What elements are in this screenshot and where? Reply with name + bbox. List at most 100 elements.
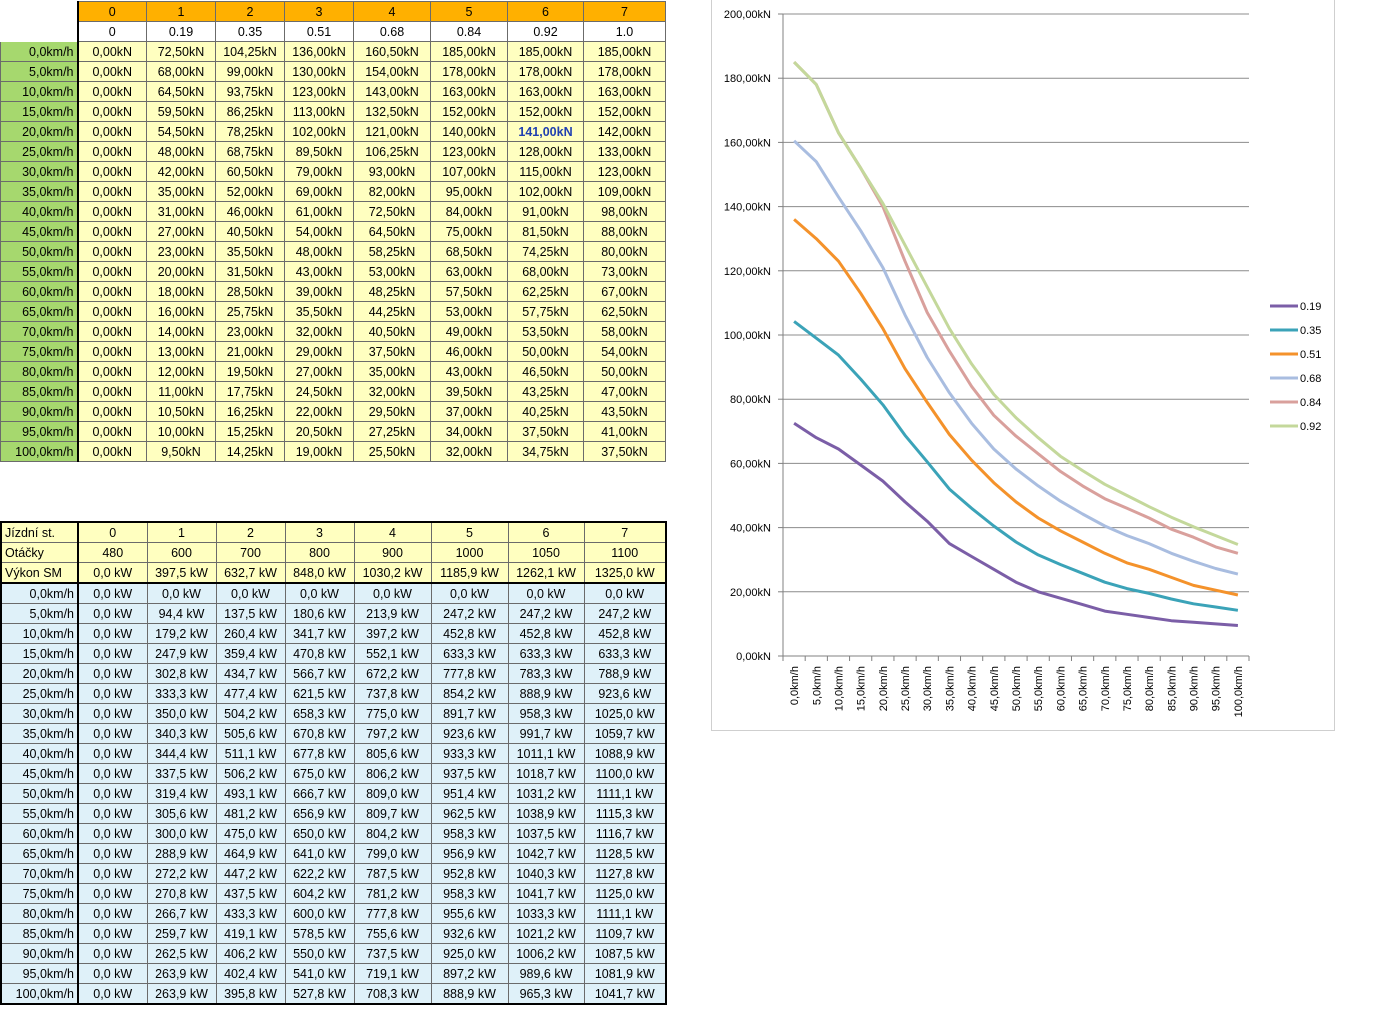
table-cell: 34,00kN (430, 421, 508, 442)
y-tick-label: 60,00kN (730, 458, 771, 470)
table-cell: 777,8 kW (430, 663, 509, 684)
table-cell: 341,7 kW (284, 623, 355, 644)
table-cell: 1038,9 kW (507, 803, 585, 824)
row-label: 65,0km/h (0, 301, 79, 322)
table-row: 35,0km/h 0,0 kW 340,3 kW 505,6 kW 670,8 kW 79… (0, 723, 667, 744)
header-cell: 2 (215, 521, 286, 543)
table-cell: 16,00kN (146, 301, 216, 322)
header-cell: 1050 (507, 542, 585, 563)
table-cell: 854,2 kW (430, 683, 509, 704)
table-row: 100,0km/h 0,0 kW 263,9 kW 395,8 kW 527,8 kW 7… (0, 983, 667, 1005)
row-label: 15,0km/h (0, 643, 79, 664)
table-cell: 14,25kN (215, 441, 285, 462)
table-cell: 504,2 kW (215, 703, 286, 724)
table-cell: 123,00kN (430, 141, 508, 162)
table-cell: 213,9 kW (353, 603, 432, 624)
table-cell: 54,00kN (284, 221, 354, 242)
table-cell: 433,3 kW (215, 903, 286, 924)
table-cell: 59,50kN (146, 101, 216, 122)
table-cell: 666,7 kW (284, 783, 355, 804)
y-tick-label: 80,00kN (730, 394, 771, 406)
table-cell: 53,50kN (507, 321, 584, 342)
table-cell: 86,25kN (215, 101, 285, 122)
table-cell: 143,00kN (353, 81, 431, 102)
table-cell: 259,7 kW (146, 923, 217, 944)
table-cell: 0,0 kW (77, 923, 148, 944)
header-cell: 1100 (583, 542, 667, 563)
table-row: 15,0km/h 0,00kN 59,50kN 86,25kN 113,00kN 132,… (0, 101, 666, 122)
table-cell: 107,00kN (430, 161, 508, 182)
table-cell: 0,0 kW (77, 623, 148, 644)
table-cell: 0,0 kW (77, 903, 148, 924)
table-cell: 93,00kN (353, 161, 431, 182)
table-cell: 43,00kN (430, 361, 508, 382)
table-row: 0,0km/h 0,0 kW 0,0 kW 0,0 kW 0,0 kW 0,0 kW 0,0… (0, 582, 667, 604)
table-cell: 1100,0 kW (583, 763, 667, 784)
corner-cell (0, 21, 79, 42)
row-label: 100,0km/h (0, 983, 79, 1005)
table-cell: 72,50kN (353, 201, 431, 222)
table-cell: 1041,7 kW (583, 983, 667, 1005)
y-tick-label: 40,00kN (730, 523, 771, 535)
table-cell: 130,00kN (284, 61, 354, 82)
table-cell: 1111,1 kW (583, 903, 667, 924)
table-cell: 951,4 kW (430, 783, 509, 804)
column-header: 1 (146, 1, 216, 22)
table-cell: 35,00kN (146, 181, 216, 202)
table-cell: 965,3 kW (507, 983, 585, 1005)
row-label: 60,0km/h (0, 281, 79, 302)
table-cell: 0,00kN (77, 261, 147, 282)
table-row: 45,0km/h 0,0 kW 337,5 kW 506,2 kW 675,0 kW 80… (0, 763, 667, 784)
table-row: 80,0km/h 0,00kN 12,00kN 19,50kN 27,00kN 35,00… (0, 361, 666, 382)
y-tick-label: 140,00kN (724, 202, 771, 214)
table-cell: 178,00kN (507, 61, 584, 82)
table-cell: 152,00kN (430, 101, 508, 122)
table-cell: 447,2 kW (215, 863, 286, 884)
table-cell: 15,25kN (215, 421, 285, 442)
table-cell: 783,3 kW (507, 663, 585, 684)
table-cell: 897,2 kW (430, 963, 509, 984)
table-cell: 670,8 kW (284, 723, 355, 744)
table-cell: 27,00kN (284, 361, 354, 382)
table-cell: 68,00kN (507, 261, 584, 282)
legend-label: 0.92 (1300, 421, 1321, 433)
table-cell: 35,00kN (353, 361, 431, 382)
table-cell: 708,3 kW (353, 983, 432, 1005)
table-cell: 395,8 kW (215, 983, 286, 1005)
series-line-0.68 (793, 139, 1239, 576)
row-label: 0,0km/h (0, 41, 79, 62)
y-tick-label: 180,00kN (724, 73, 771, 85)
table-cell: 305,6 kW (146, 803, 217, 824)
table-row: 10,0km/h 0,0 kW 179,2 kW 260,4 kW 341,7 kW 39… (0, 623, 667, 644)
table-cell: 163,00kN (583, 81, 666, 102)
column-header: 2 (215, 1, 285, 22)
table-cell: 152,00kN (583, 101, 666, 122)
table-cell: 1128,5 kW (583, 843, 667, 864)
table-cell: 29,00kN (284, 341, 354, 362)
table-cell: 247,2 kW (507, 603, 585, 624)
table-cell: 95,00kN (430, 181, 508, 202)
x-tick-label: 40,0km/h (967, 666, 979, 711)
table-cell: 888,9 kW (430, 983, 509, 1005)
table-cell: 133,00kN (583, 141, 666, 162)
table-cell: 891,7 kW (430, 703, 509, 724)
table-cell: 141,00kN (507, 121, 584, 142)
table-cell: 1031,2 kW (507, 783, 585, 804)
x-tick-label: 20,0km/h (878, 666, 890, 711)
table-row: 65,0km/h 0,00kN 16,00kN 25,75kN 35,50kN 44,25… (0, 301, 666, 322)
table-row: 30,0km/h 0,0 kW 350,0 kW 504,2 kW 658,3 kW 77… (0, 703, 667, 724)
table-cell: 37,50kN (353, 341, 431, 362)
table-cell: 511,1 kW (215, 743, 286, 764)
table-cell: 32,00kN (284, 321, 354, 342)
table-row: 25,0km/h 0,00kN 48,00kN 68,75kN 89,50kN 106,2… (0, 141, 666, 162)
table-cell: 39,50kN (430, 381, 508, 402)
table-cell: 672,2 kW (353, 663, 432, 684)
table-cell: 185,00kN (507, 41, 584, 62)
table-cell: 477,4 kW (215, 683, 286, 704)
table-cell: 270,8 kW (146, 883, 217, 904)
table-row: 40,0km/h 0,0 kW 344,4 kW 511,1 kW 677,8 kW 80… (0, 743, 667, 764)
table-cell: 69,00kN (284, 181, 354, 202)
row-label: 55,0km/h (0, 261, 79, 282)
table-cell: 962,5 kW (430, 803, 509, 824)
row-label: 90,0km/h (0, 401, 79, 422)
